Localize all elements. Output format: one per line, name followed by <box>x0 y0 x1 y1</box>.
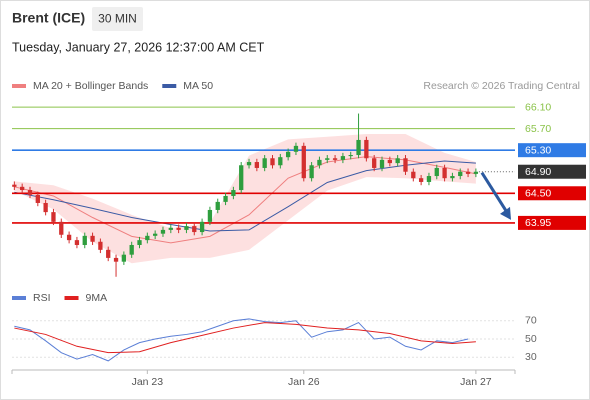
candle-body <box>137 240 142 245</box>
candle-body <box>309 165 314 179</box>
candle-body <box>403 158 408 172</box>
candle-body <box>356 139 361 156</box>
candle-body <box>262 158 267 168</box>
candle-body <box>51 212 56 222</box>
candle-body <box>59 221 64 235</box>
forecast-arrowhead <box>500 206 511 220</box>
candle-body <box>66 234 72 241</box>
level-tag <box>518 215 586 230</box>
candle-body <box>458 171 463 177</box>
x-tick-label: Jan 27 <box>460 376 492 388</box>
candle-body <box>184 226 189 230</box>
candle-body <box>176 227 181 230</box>
x-tick-label: Jan 26 <box>288 376 320 388</box>
level-label: 63.95 <box>525 217 551 229</box>
legend-label: RSI <box>33 292 51 304</box>
candle-body <box>113 257 119 262</box>
candle-body <box>129 244 134 255</box>
candle-body <box>145 235 150 241</box>
indicator-line <box>14 318 469 362</box>
legend-swatch <box>12 84 26 88</box>
candle-body <box>442 167 447 179</box>
last-price-tag <box>518 164 586 179</box>
candle-body <box>207 209 213 222</box>
candle-body <box>317 159 322 166</box>
last-price-label: 64.90 <box>525 166 551 178</box>
candle-body <box>231 190 236 196</box>
legend-swatch <box>162 84 177 88</box>
level-label: 65.30 <box>525 144 551 156</box>
legend-label: MA 20 + Bollinger Bands <box>33 80 148 92</box>
candle-body <box>395 158 400 164</box>
candle-body <box>90 235 95 242</box>
legend-label: MA 50 <box>183 80 213 92</box>
candle-body <box>387 159 392 164</box>
candle-body <box>98 241 103 250</box>
candle-body <box>285 151 291 158</box>
interval-label[interactable]: 30 MIN <box>98 12 137 26</box>
candle-body <box>82 235 87 245</box>
candle-body <box>278 157 283 166</box>
timestamp: Tuesday, January 27, 2026 12:37:00 AM CE… <box>12 40 265 54</box>
legend-swatch <box>64 296 79 300</box>
indicator-line <box>14 322 476 354</box>
candle-body <box>450 176 455 179</box>
bollinger-band <box>14 134 476 264</box>
level-label: 66.10 <box>525 101 551 113</box>
legend-label: 9MA <box>86 292 108 304</box>
candle-body <box>74 240 80 245</box>
candle-body <box>20 186 25 191</box>
candle-body <box>332 158 338 160</box>
attribution: Research © 2026 Trading Central <box>423 80 580 92</box>
candle-body <box>254 162 260 168</box>
candle-body <box>215 201 220 210</box>
candle-body <box>270 158 275 166</box>
candle-body <box>379 159 385 168</box>
level-tag <box>518 186 586 201</box>
y-tick-label: 70 <box>525 315 537 327</box>
candle-body <box>348 155 353 157</box>
level-label: 65.70 <box>525 123 551 135</box>
candle-body <box>418 178 424 182</box>
candle-body <box>153 233 158 236</box>
forecast-arrow <box>480 171 510 215</box>
candle-body <box>223 195 228 202</box>
candle-body <box>168 227 173 230</box>
level-tag <box>518 143 586 158</box>
candle-body <box>43 202 48 213</box>
candle-body <box>293 145 299 152</box>
interval-button[interactable] <box>92 7 143 31</box>
candle-body <box>301 145 306 179</box>
candle-body <box>411 171 416 179</box>
candle-body <box>340 156 346 160</box>
candle-body <box>160 229 166 234</box>
instrument-title: Brent (ICE) <box>12 10 85 26</box>
candle-body <box>434 167 439 177</box>
candle-body <box>246 162 252 166</box>
candle-body <box>27 190 33 195</box>
candle-body <box>12 184 17 187</box>
level-label: 64.50 <box>525 188 551 200</box>
y-tick-label: 50 <box>525 333 537 345</box>
candle-body <box>364 139 369 159</box>
candle-body <box>473 171 479 174</box>
candle-body <box>121 254 127 262</box>
x-tick-label: Jan 23 <box>132 376 164 388</box>
legend-swatch <box>12 296 26 300</box>
candle-body <box>426 176 432 182</box>
candle-body <box>325 158 330 160</box>
candle-body <box>106 249 111 258</box>
candle-body <box>465 171 471 174</box>
candle-body <box>35 194 40 203</box>
candle-body <box>239 165 244 191</box>
candle-body <box>199 221 205 233</box>
y-tick-label: 30 <box>525 351 537 363</box>
candle-body <box>192 226 197 233</box>
candle-body <box>372 158 377 168</box>
